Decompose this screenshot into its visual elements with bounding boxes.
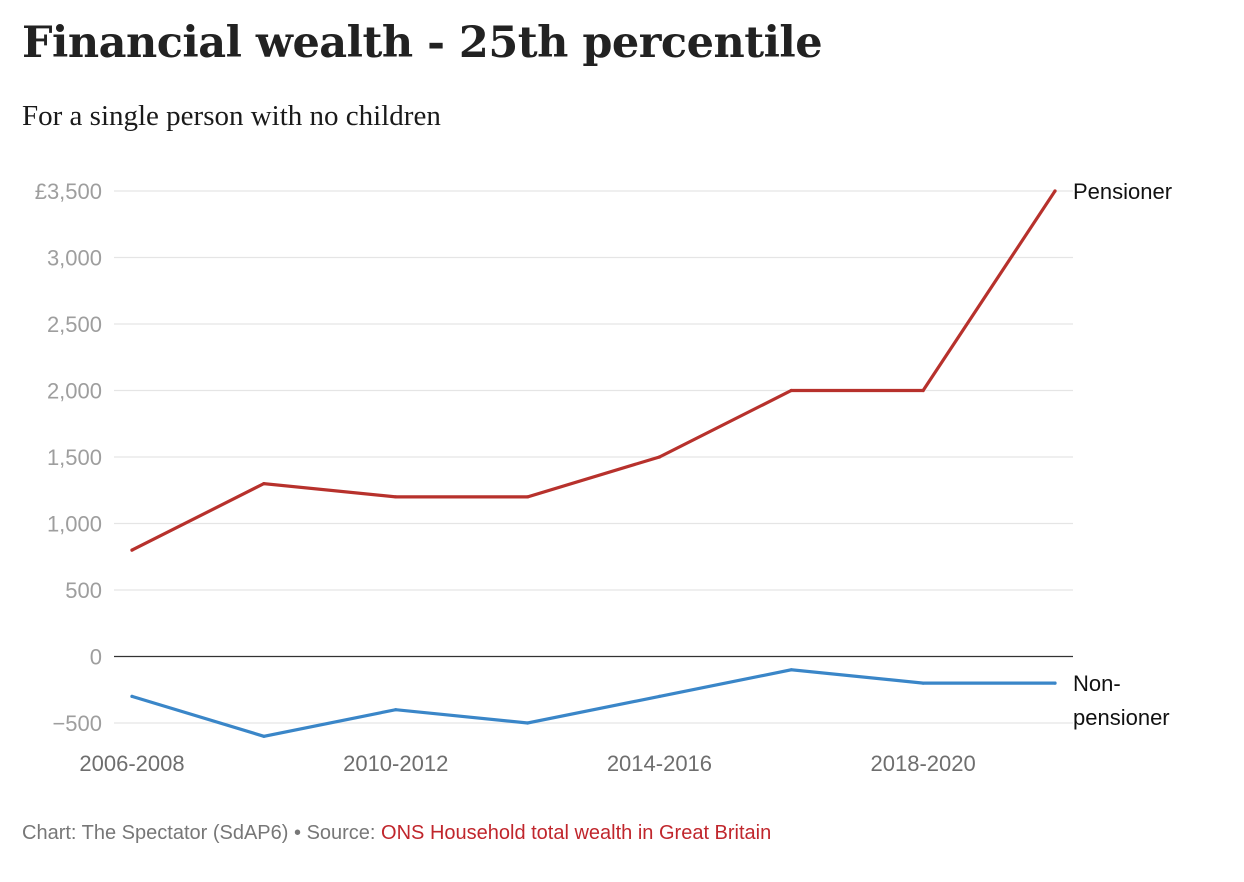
- series-label: Pensioner: [1073, 179, 1172, 204]
- series-labels: Pensioner Non-pensioner: [1073, 179, 1172, 730]
- y-tick-label: 2,500: [47, 312, 102, 337]
- series-line-non-pensioner: [130, 668, 1057, 738]
- x-tick-label: 2010-2012: [343, 751, 448, 776]
- source-prefix: Source:: [306, 822, 382, 844]
- data-point: [921, 681, 925, 685]
- source-link[interactable]: ONS Household total wealth in Great Brit…: [381, 822, 772, 844]
- series-label: pensioner: [1073, 705, 1170, 730]
- data-point: [262, 482, 266, 486]
- chart-credit: Chart: The Spectator (SdAP6): [22, 822, 289, 844]
- x-tick-label: 2018-2020: [871, 751, 976, 776]
- gridlines: [114, 190, 1073, 724]
- data-point: [525, 495, 530, 499]
- y-tick-label: £3,500: [35, 179, 102, 204]
- data-point: [1053, 681, 1057, 685]
- x-tick-label: 2014-2016: [607, 751, 712, 776]
- data-point: [789, 668, 793, 672]
- y-tick-label: 500: [65, 578, 102, 603]
- data-point: [525, 721, 530, 725]
- y-tick-label: 2,000: [47, 379, 102, 404]
- y-tick-label: 1,500: [47, 445, 102, 470]
- data-point: [657, 694, 662, 699]
- footer-separator: •: [288, 822, 307, 844]
- y-tick-label: 3,000: [47, 246, 102, 271]
- data-point: [394, 708, 398, 712]
- y-tick-label: −500: [52, 711, 102, 736]
- chart-subtitle: For a single person with no children: [22, 100, 441, 132]
- data-point: [394, 495, 398, 499]
- chart-title: Financial wealth - 25th percentile: [22, 18, 823, 68]
- series-label: Non-: [1073, 671, 1121, 696]
- y-axis-ticks: −500 0 500 1,000 1,500 2,000 2,500 3,000 £3,500: [35, 179, 102, 736]
- data-point: [1053, 189, 1057, 193]
- data-point: [657, 455, 662, 459]
- y-tick-label: 0: [90, 645, 102, 670]
- series-lines: [130, 189, 1057, 738]
- series-line-pensioner: [130, 189, 1057, 552]
- y-tick-label: 1,000: [47, 512, 102, 537]
- data-point: [262, 734, 266, 738]
- chart-footer: Chart: The Spectator (SdAP6) • Source: O…: [22, 822, 771, 845]
- data-point: [130, 694, 134, 699]
- x-tick-label: 2006-2008: [79, 751, 184, 776]
- data-point: [921, 388, 925, 393]
- data-point: [130, 548, 134, 552]
- x-axis-ticks: 2006-2008 2010-2012 2014-2016 2018-2020: [79, 751, 975, 776]
- data-point: [789, 388, 793, 393]
- line-chart: −50005001,0001,5002,0002,5003,000£3,500 …: [35, 179, 1172, 776]
